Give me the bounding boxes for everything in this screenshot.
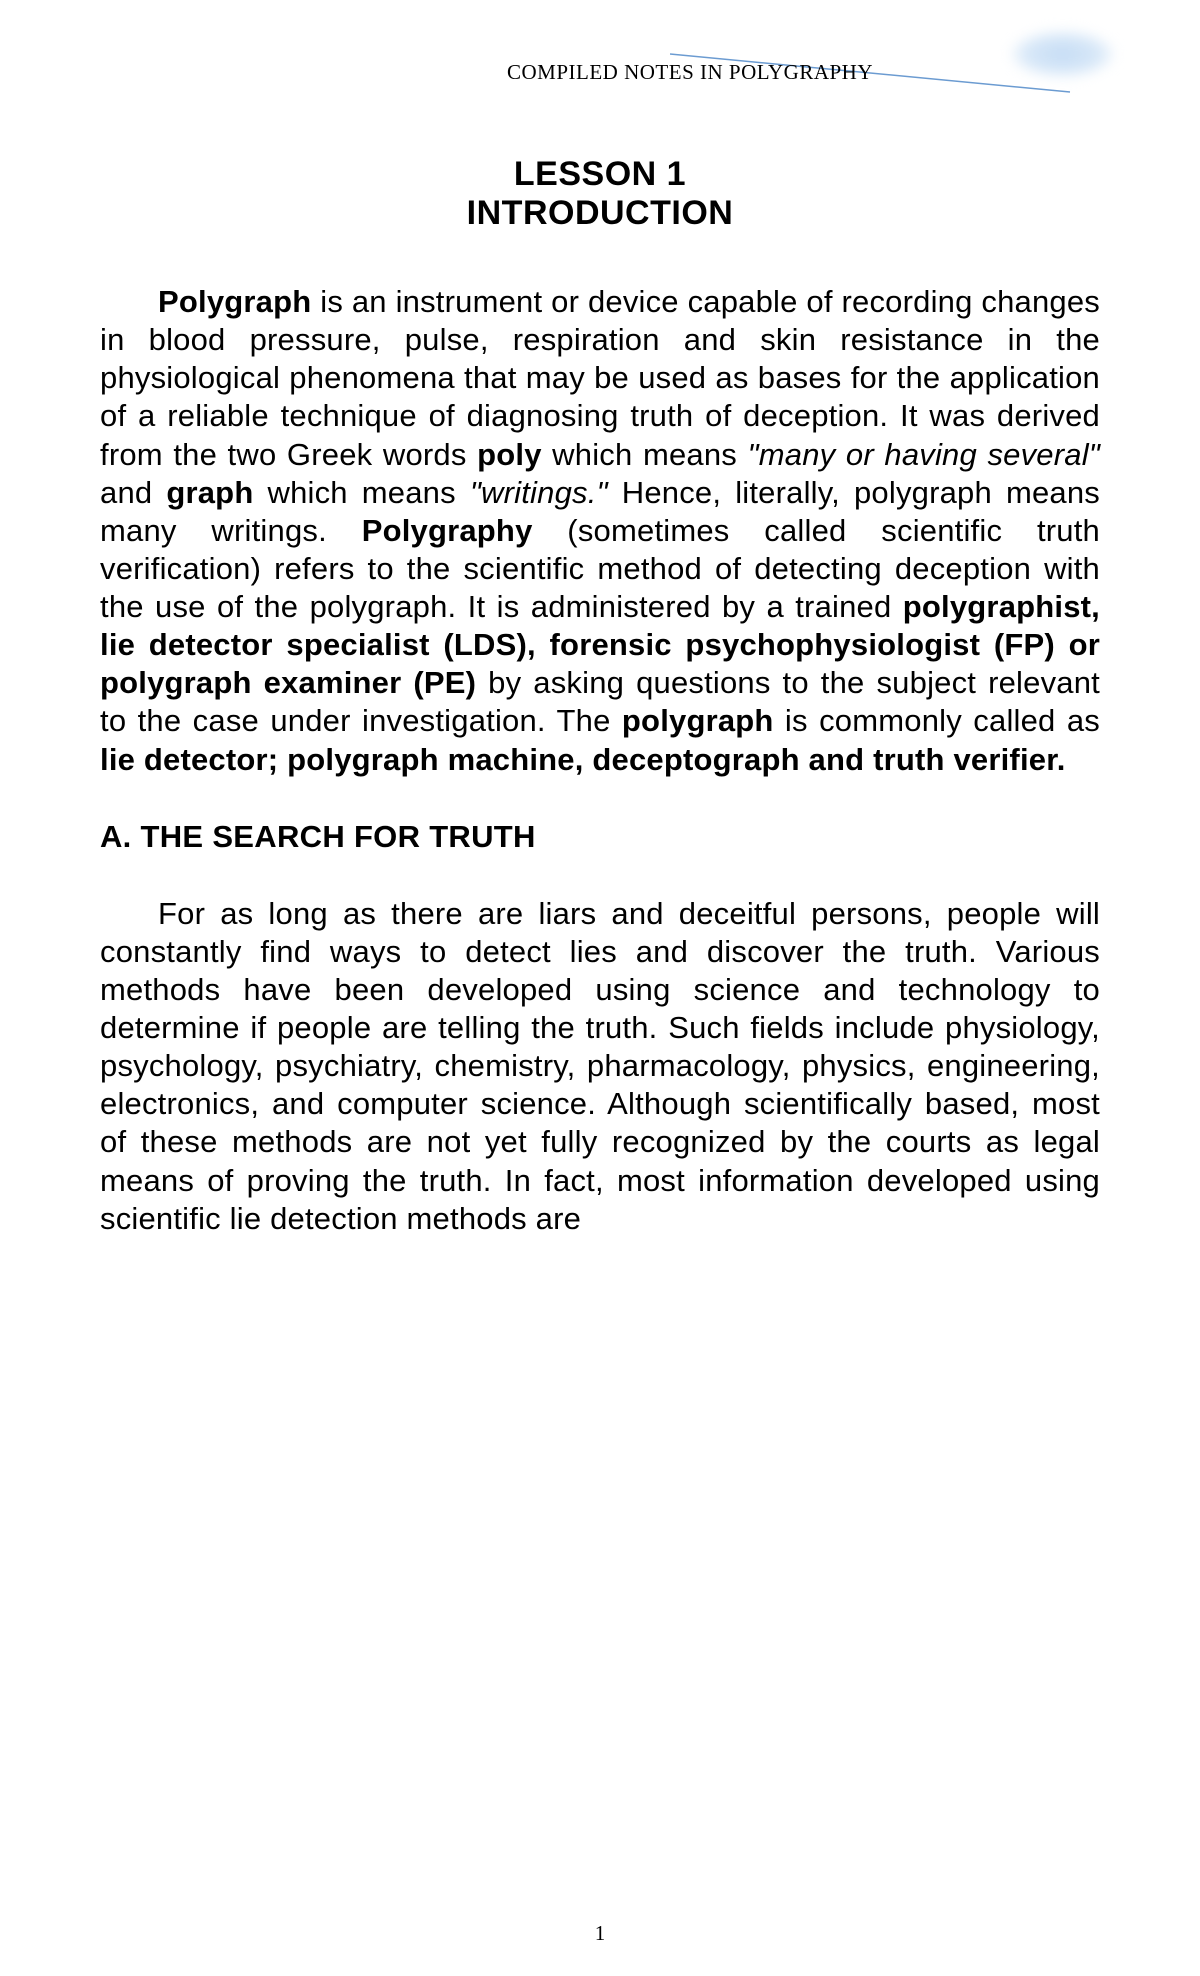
document-header: COMPILED NOTES IN POLYGRAPHY bbox=[280, 60, 1100, 85]
term-polygraph-2: polygraph bbox=[622, 703, 774, 738]
lesson-number: LESSON 1 bbox=[100, 155, 1100, 194]
quote-writings: "writings." bbox=[470, 475, 608, 510]
term-polygraphy: Polygraphy bbox=[362, 513, 533, 548]
intro-paragraph: Polygraph is an instrument or device cap… bbox=[100, 283, 1100, 779]
page-number: 1 bbox=[0, 1921, 1200, 1946]
document-page: COMPILED NOTES IN POLYGRAPHY LESSON 1 IN… bbox=[0, 0, 1200, 1238]
text-run: For as long as there are liars and decei… bbox=[100, 896, 1100, 1236]
lesson-title: INTRODUCTION bbox=[100, 194, 1100, 233]
section-a-paragraph: For as long as there are liars and decei… bbox=[100, 895, 1100, 1238]
text-run: is commonly called as bbox=[774, 703, 1100, 738]
term-graph: graph bbox=[166, 475, 253, 510]
section-a-heading: A. THE SEARCH FOR TRUTH bbox=[100, 819, 1100, 855]
text-run: which means bbox=[253, 475, 469, 510]
term-poly: poly bbox=[477, 437, 542, 472]
term-polygraph: Polygraph bbox=[158, 284, 311, 319]
text-run: and bbox=[100, 475, 166, 510]
text-run: which means bbox=[542, 437, 748, 472]
quote-many: "many or having several" bbox=[748, 437, 1100, 472]
term-lie-detector: lie detector; polygraph machine, decepto… bbox=[100, 742, 1066, 777]
